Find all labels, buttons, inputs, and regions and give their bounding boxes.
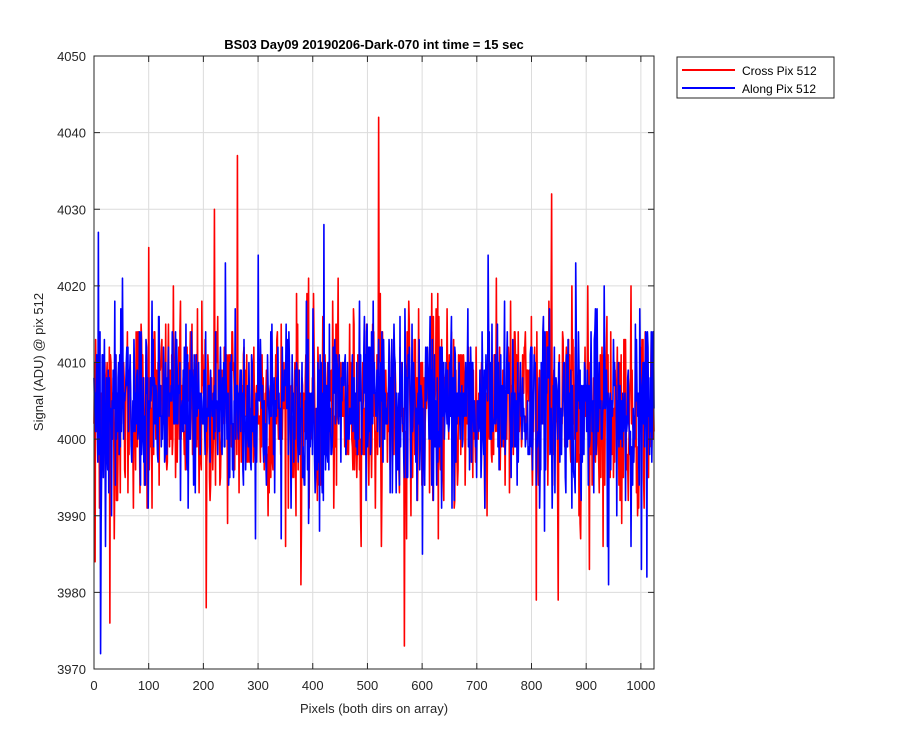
series-line-along: [93, 223, 655, 655]
legend-label-cross: Cross Pix 512: [742, 64, 817, 78]
y-tick-label: 4000: [57, 432, 86, 447]
chart-title: BS03 Day09 20190206-Dark-070 int time = …: [224, 37, 524, 52]
y-tick-label: 4010: [57, 356, 86, 371]
x-tick-label: 1000: [626, 678, 655, 693]
series-layer: [93, 116, 655, 655]
axes: 0 100 200 300 400 500 600 700 800 900 1000 3970 3980…: [57, 49, 655, 693]
x-tick-label: 700: [466, 678, 488, 693]
x-tick-label: 900: [575, 678, 597, 693]
y-tick-label: 3990: [57, 509, 86, 524]
legend-box: [676, 56, 835, 99]
y-tick-label: 3980: [57, 585, 86, 600]
y-tick-label: 4030: [57, 202, 86, 217]
x-tick-label: 0: [90, 678, 97, 693]
y-tick-label: 4050: [57, 49, 86, 64]
x-tick-label: 800: [521, 678, 543, 693]
x-tick-label: 300: [247, 678, 269, 693]
legend: Cross Pix 512 Along Pix 512: [676, 56, 835, 99]
y-tick-label: 4020: [57, 279, 86, 294]
x-tick-label: 200: [193, 678, 215, 693]
y-tick-label: 4040: [57, 126, 86, 141]
x-tick-label: 600: [411, 678, 433, 693]
legend-label-along: Along Pix 512: [742, 82, 816, 96]
x-tick-label: 100: [138, 678, 160, 693]
x-axis-label: Pixels (both dirs on array): [300, 701, 448, 716]
x-tick-label: 400: [302, 678, 324, 693]
y-axis-label: Signal (ADU) @ pix 512: [31, 293, 46, 431]
y-tick-label: 3970: [57, 662, 86, 677]
x-tick-label: 500: [357, 678, 379, 693]
